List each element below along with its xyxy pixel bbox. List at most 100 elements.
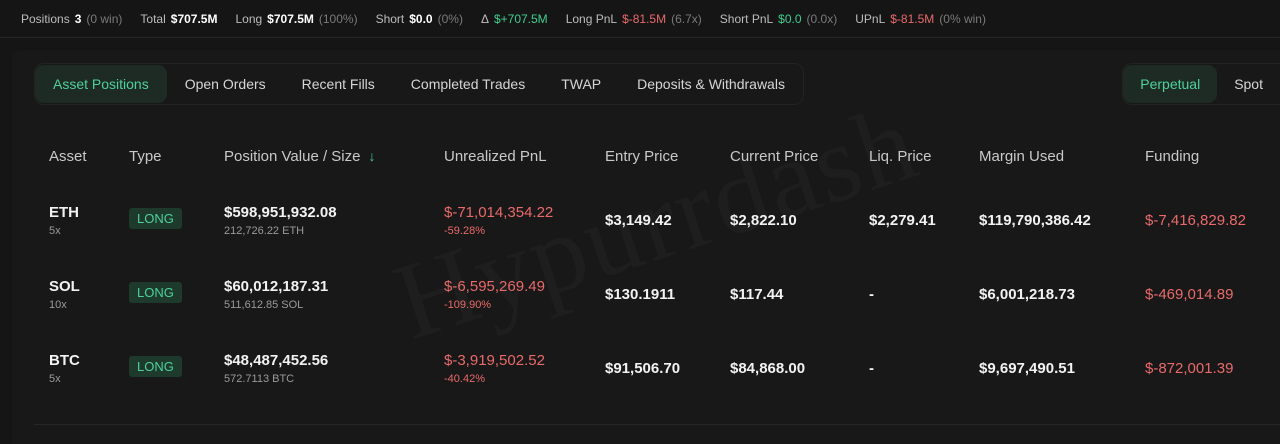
col-position-value-label: Position Value / Size	[224, 147, 361, 165]
stat-long: Long $707.5M (100%)	[235, 12, 357, 26]
table-row[interactable]: ETH 5x LONG $598,951,932.08 212,726.22 E…	[34, 182, 1280, 256]
position-cell: $598,951,932.08 212,726.22 ETH	[224, 204, 337, 237]
funding: $-469,014.89	[1145, 286, 1234, 303]
tab-open-orders[interactable]: Open Orders	[184, 76, 266, 92]
tab-recent-fills[interactable]: Recent Fills	[301, 76, 375, 92]
stat-value: $0.0	[409, 11, 433, 26]
asset-name: BTC	[49, 352, 80, 369]
asset-name: SOL	[49, 278, 80, 295]
stat-value: $+707.5M	[493, 11, 548, 26]
market-toggle: Perpetual Spot	[1122, 63, 1280, 105]
tab-completed-trades[interactable]: Completed Trades	[410, 76, 526, 92]
stat-value: $-81.5M	[622, 11, 667, 26]
stat-value: $707.5M	[170, 11, 218, 26]
upnl-value: $-6,595,269.49	[444, 278, 545, 295]
upnl-value: $-3,919,502.52	[444, 352, 545, 369]
upnl-cell: $-71,014,354.22 -59.28%	[444, 204, 553, 237]
stat-sub: (100%)	[318, 11, 358, 26]
asset-cell: ETH 5x	[49, 204, 79, 237]
stat-sub: (0% win)	[939, 11, 986, 26]
long-badge: LONG	[129, 208, 182, 229]
type-cell: LONG	[129, 282, 182, 303]
stat-value: $707.5M	[267, 11, 314, 26]
positions-tabs: Asset Positions Open Orders Recent Fills…	[34, 63, 804, 105]
margin-used: $119,790,386.42	[979, 212, 1091, 229]
entry-price: $130.1911	[605, 286, 676, 303]
funding: $-872,001.39	[1145, 360, 1234, 377]
toggle-spot[interactable]: Spot	[1234, 76, 1263, 92]
toggle-perpetual[interactable]: Perpetual	[1123, 65, 1218, 103]
col-unrealized-pnl[interactable]: Unrealized PnL	[444, 147, 547, 165]
liq-price: -	[869, 360, 874, 377]
stat-label: Short	[375, 11, 405, 26]
position-value: $60,012,187.31	[224, 278, 329, 295]
col-liq-price[interactable]: Liq. Price	[869, 147, 932, 165]
positions-table: Asset Type Position Value / Size ↓ Unreal…	[34, 130, 1280, 404]
type-cell: LONG	[129, 356, 182, 377]
stat-delta: Δ $+707.5M	[481, 12, 548, 26]
stat-sub: (0%)	[437, 11, 463, 26]
asset-leverage: 5x	[49, 225, 61, 237]
table-row[interactable]: SOL 10x LONG $60,012,187.31 511,612.85 S…	[34, 256, 1280, 330]
current-price: $2,822.10	[730, 212, 797, 229]
margin-used: $6,001,218.73	[979, 286, 1075, 303]
stat-label: Long PnL	[565, 11, 618, 26]
stat-long-pnl: Long PnL $-81.5M (6.7x)	[566, 12, 702, 26]
position-cell: $60,012,187.31 511,612.85 SOL	[224, 278, 328, 311]
asset-name: ETH	[49, 204, 79, 221]
asset-leverage: 10x	[49, 299, 67, 311]
stat-sub: (6.7x)	[671, 11, 702, 26]
position-size: 572.7113 BTC	[224, 373, 295, 385]
stat-short: Short $0.0 (0%)	[376, 12, 463, 26]
position-value: $598,951,932.08	[224, 204, 337, 221]
col-position-value[interactable]: Position Value / Size ↓	[224, 148, 375, 165]
stat-positions: Positions 3 (0 win)	[21, 12, 122, 26]
stat-label: Total	[140, 11, 166, 26]
current-price: $117.44	[730, 286, 784, 303]
margin-used: $9,697,490.51	[979, 360, 1075, 377]
position-cell: $48,487,452.56 572.7113 BTC	[224, 352, 328, 385]
liq-price: -	[869, 286, 874, 303]
col-asset[interactable]: Asset	[49, 147, 87, 165]
liq-price: $2,279.41	[869, 212, 936, 229]
upnl-cell: $-6,595,269.49 -109.90%	[444, 278, 545, 311]
col-type[interactable]: Type	[129, 147, 162, 165]
current-price: $84,868.00	[730, 360, 806, 377]
stat-label: Long	[235, 11, 263, 26]
tab-deposits-withdrawals[interactable]: Deposits & Withdrawals	[637, 76, 785, 92]
stats-bar: Positions 3 (0 win) Total $707.5M Long $…	[0, 0, 1280, 38]
entry-price: $91,506.70	[605, 360, 681, 377]
positions-panel	[12, 50, 1280, 444]
position-value: $48,487,452.56	[224, 352, 329, 369]
upnl-value: $-71,014,354.22	[444, 204, 554, 221]
stat-sub: (0 win)	[86, 11, 123, 26]
col-margin-used[interactable]: Margin Used	[979, 147, 1065, 165]
stat-value: $-81.5M	[890, 11, 935, 26]
stat-label: Positions	[21, 11, 70, 26]
sort-down-icon[interactable]: ↓	[368, 147, 376, 164]
table-header: Asset Type Position Value / Size ↓ Unreal…	[34, 130, 1280, 182]
table-row[interactable]: BTC 5x LONG $48,487,452.56 572.7113 BTC …	[34, 330, 1280, 404]
stat-short-pnl: Short PnL $0.0 (0.0x)	[720, 12, 837, 26]
col-entry-price[interactable]: Entry Price	[605, 147, 679, 165]
col-funding[interactable]: Funding	[1145, 147, 1200, 165]
col-current-price[interactable]: Current Price	[730, 147, 819, 165]
stat-upnl: UPnL $-81.5M (0% win)	[855, 12, 986, 26]
stat-total: Total $707.5M	[140, 12, 217, 26]
asset-cell: BTC 5x	[49, 352, 80, 385]
long-badge: LONG	[129, 356, 182, 377]
tab-twap[interactable]: TWAP	[561, 76, 602, 92]
upnl-percent: -109.90%	[444, 299, 492, 311]
funding: $-7,416,829.82	[1145, 212, 1246, 229]
stat-value: $0.0	[778, 11, 802, 26]
upnl-percent: -40.42%	[444, 373, 485, 385]
position-size: 212,726.22 ETH	[224, 225, 305, 237]
stat-sub: (0.0x)	[806, 11, 838, 26]
entry-price: $3,149.42	[605, 212, 672, 229]
upnl-cell: $-3,919,502.52 -40.42%	[444, 352, 545, 385]
tab-asset-positions[interactable]: Asset Positions	[35, 65, 167, 103]
type-cell: LONG	[129, 208, 182, 229]
asset-cell: SOL 10x	[49, 278, 80, 311]
stat-value: 3	[74, 11, 82, 26]
upnl-percent: -59.28%	[444, 225, 485, 237]
